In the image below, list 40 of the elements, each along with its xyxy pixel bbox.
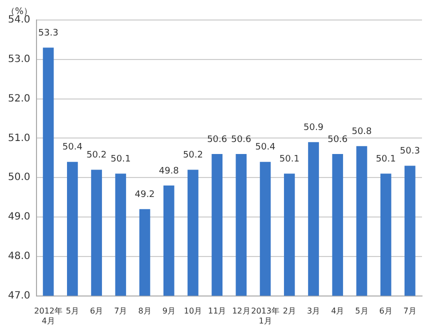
data-label: 50.1 bbox=[110, 154, 131, 165]
x-tick-label: 11月 bbox=[208, 306, 226, 316]
x-tick-label: 5月 bbox=[355, 306, 368, 316]
data-label: 50.4 bbox=[62, 142, 83, 153]
x-tick-label: 7月 bbox=[114, 306, 128, 316]
data-label: 49.8 bbox=[158, 166, 180, 176]
data-label: 50.6 bbox=[328, 134, 348, 145]
x-tick-label: 6月 bbox=[379, 306, 392, 316]
data-label: 50.2 bbox=[86, 150, 107, 161]
x-tick-label: 5月 bbox=[66, 306, 79, 316]
x-tick-label: 7月 bbox=[403, 306, 416, 316]
y-tick-label: 50.0 bbox=[8, 172, 30, 184]
x-tick-label: 10月 bbox=[184, 306, 202, 316]
data-label: 50.1 bbox=[279, 154, 300, 165]
data-label: 50.3 bbox=[400, 146, 420, 157]
data-label: 50.1 bbox=[376, 154, 396, 165]
data-label: 50.2 bbox=[182, 150, 203, 161]
data-label: 53.3 bbox=[38, 28, 58, 38]
y-tick-label: 48.0 bbox=[8, 250, 30, 262]
y-tick-label: 53.0 bbox=[8, 54, 30, 65]
data-label: 49.2 bbox=[134, 190, 155, 200]
x-tick-label: 12月 bbox=[232, 306, 250, 316]
x-tick-label: 4月 bbox=[331, 306, 344, 316]
x-tick-label: 6月 bbox=[90, 306, 104, 316]
data-label: 50.4 bbox=[255, 142, 276, 153]
y-tick-label: 49.0 bbox=[8, 212, 30, 223]
x-tick-label: 2013年 1月 bbox=[251, 306, 280, 326]
y-tick-label: 47.0 bbox=[8, 290, 30, 302]
x-tick-label: 9月 bbox=[162, 306, 176, 316]
data-label: 50.6 bbox=[231, 134, 252, 145]
data-label: 50.8 bbox=[352, 126, 372, 137]
x-tick-label: 8月 bbox=[138, 306, 152, 316]
y-tick-label: 52.0 bbox=[8, 93, 30, 104]
x-tick-label: 3月 bbox=[306, 306, 320, 316]
y-tick-label: 54.0 bbox=[8, 14, 30, 26]
data-label: 50.9 bbox=[303, 122, 324, 133]
x-tick-label: 2月 bbox=[282, 306, 296, 316]
y-tick-label: 51.0 bbox=[8, 132, 30, 144]
x-tick-label: 2012年 4月 bbox=[34, 306, 62, 326]
data-label: 50.6 bbox=[207, 134, 228, 145]
